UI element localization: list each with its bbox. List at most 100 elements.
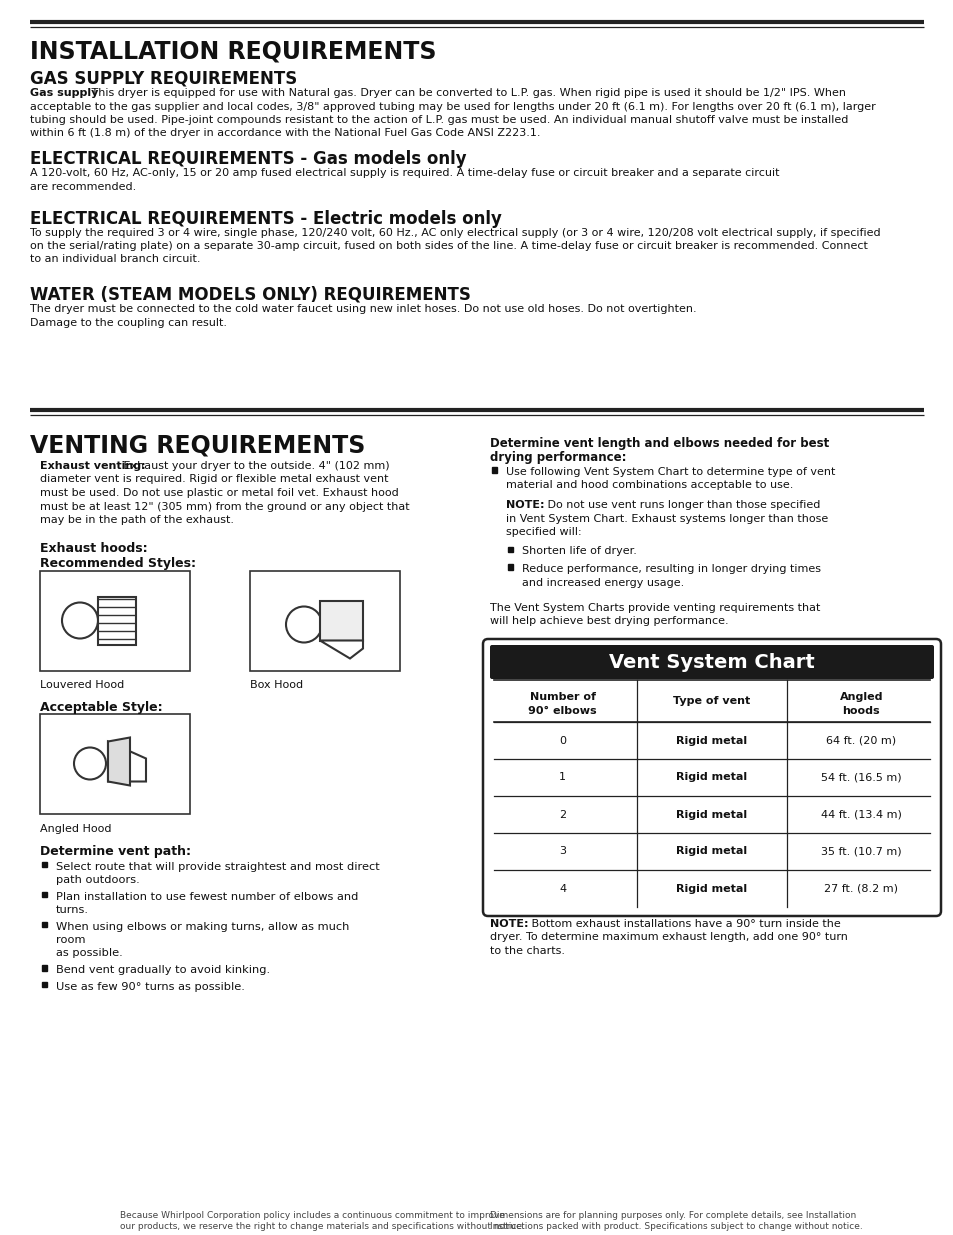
Circle shape [286, 606, 322, 642]
Text: Determine vent length and elbows needed for best: Determine vent length and elbows needed … [490, 437, 828, 450]
Circle shape [74, 747, 106, 779]
Text: 0: 0 [558, 736, 565, 746]
Text: Damage to the coupling can result.: Damage to the coupling can result. [30, 317, 227, 327]
Text: material and hood combinations acceptable to use.: material and hood combinations acceptabl… [505, 480, 793, 490]
Text: Rigid metal: Rigid metal [676, 883, 747, 893]
Text: tubing should be used. Pipe-joint compounds resistant to the action of L.P. gas : tubing should be used. Pipe-joint compou… [30, 115, 847, 125]
Text: Shorten life of dryer.: Shorten life of dryer. [521, 547, 637, 557]
Text: 27 ft. (8.2 m): 27 ft. (8.2 m) [823, 883, 898, 893]
Text: Plan installation to use fewest number of elbows and: Plan installation to use fewest number o… [56, 892, 358, 902]
Text: 3: 3 [558, 846, 565, 857]
Text: in Vent System Chart. Exhaust systems longer than those: in Vent System Chart. Exhaust systems lo… [505, 514, 827, 524]
Bar [42, 892, 48, 897]
Text: Rigid metal: Rigid metal [676, 773, 747, 783]
Text: within 6 ft (1.8 m) of the dryer in accordance with the National Fuel Gas Code A: within 6 ft (1.8 m) of the dryer in acco… [30, 128, 540, 138]
Bar [507, 564, 513, 569]
Text: The Vent System Charts provide venting requirements that: The Vent System Charts provide venting r… [490, 603, 820, 613]
Text: Instructions packed with product. Specifications subject to change without notic: Instructions packed with product. Specif… [490, 1221, 862, 1231]
Text: as possible.: as possible. [56, 948, 123, 958]
Bar [42, 921, 48, 927]
Text: will help achieve best drying performance.: will help achieve best drying performanc… [490, 616, 728, 626]
Text: NOTE:: NOTE: [490, 919, 528, 929]
Text: may be in the path of the exhaust.: may be in the path of the exhaust. [40, 515, 233, 525]
Text: The dryer must be connected to the cold water faucet using new inlet hoses. Do n: The dryer must be connected to the cold … [30, 304, 696, 314]
Text: must be used. Do not use plastic or metal foil vet. Exhaust hood: must be used. Do not use plastic or meta… [40, 488, 398, 498]
Text: Bottom exhaust installations have a 90° turn inside the: Bottom exhaust installations have a 90° … [527, 919, 840, 929]
Text: Exhaust hoods:: Exhaust hoods: [40, 542, 148, 556]
Text: must be at least 12" (305 mm) from the ground or any object that: must be at least 12" (305 mm) from the g… [40, 501, 409, 511]
Text: Rigid metal: Rigid metal [676, 846, 747, 857]
Text: ELECTRICAL REQUIREMENTS - Gas models only: ELECTRICAL REQUIREMENTS - Gas models onl… [30, 151, 466, 168]
Text: to the charts.: to the charts. [490, 946, 564, 956]
Text: Rigid metal: Rigid metal [676, 809, 747, 820]
Text: When using elbows or making turns, allow as much: When using elbows or making turns, allow… [56, 921, 349, 931]
Bar [98, 597, 136, 645]
Text: To supply the required 3 or 4 wire, single phase, 120/240 volt, 60 Hz., AC only : To supply the required 3 or 4 wire, sing… [30, 227, 880, 237]
Text: 64 ft. (20 m): 64 ft. (20 m) [825, 736, 896, 746]
Text: NOTE:: NOTE: [505, 500, 544, 510]
Text: and increased energy usage.: and increased energy usage. [521, 578, 683, 588]
Text: Angled Hood: Angled Hood [40, 824, 112, 834]
Text: ELECTRICAL REQUIREMENTS - Electric models only: ELECTRICAL REQUIREMENTS - Electric model… [30, 210, 501, 227]
Text: path outdoors.: path outdoors. [56, 876, 139, 885]
Text: Box Hood: Box Hood [250, 680, 303, 690]
Text: dryer. To determine maximum exhaust length, add one 90° turn: dryer. To determine maximum exhaust leng… [490, 932, 847, 942]
Text: Angled: Angled [839, 693, 882, 703]
Text: A 120-volt, 60 Hz, AC-only, 15 or 20 amp fused electrical supply is required. A : A 120-volt, 60 Hz, AC-only, 15 or 20 amp… [30, 168, 779, 179]
Text: on the serial/rating plate) on a separate 30-amp circuit, fused on both sides of: on the serial/rating plate) on a separat… [30, 241, 867, 251]
Text: 2: 2 [558, 809, 566, 820]
Text: Dimensions are for planning purposes only. For complete details, see Installatio: Dimensions are for planning purposes onl… [490, 1212, 856, 1220]
Bar [40, 714, 190, 814]
Text: WATER (STEAM MODELS ONLY) REQUIREMENTS: WATER (STEAM MODELS ONLY) REQUIREMENTS [30, 287, 471, 304]
Bar [42, 862, 48, 867]
Text: 1: 1 [558, 773, 565, 783]
Text: Use following Vent System Chart to determine type of vent: Use following Vent System Chart to deter… [505, 467, 835, 477]
Text: INSTALLATION REQUIREMENTS: INSTALLATION REQUIREMENTS [30, 40, 436, 63]
FancyBboxPatch shape [482, 638, 940, 916]
Text: Select route that will provide straightest and most direct: Select route that will provide straighte… [56, 862, 379, 872]
Polygon shape [319, 641, 363, 658]
Text: our products, we reserve the right to change materials and specifications withou: our products, we reserve the right to ch… [120, 1221, 524, 1231]
Text: Number of: Number of [529, 693, 595, 703]
Text: diameter vent is required. Rigid or flexible metal exhaust vent: diameter vent is required. Rigid or flex… [40, 474, 388, 484]
Text: to an individual branch circuit.: to an individual branch circuit. [30, 254, 200, 264]
Bar [40, 571, 190, 671]
Text: Acceptable Style:: Acceptable Style: [40, 700, 162, 714]
Text: 54 ft. (16.5 m): 54 ft. (16.5 m) [821, 773, 901, 783]
Text: 90° elbows: 90° elbows [528, 705, 597, 715]
Text: are recommended.: are recommended. [30, 182, 136, 191]
Text: Do not use vent runs longer than those specified: Do not use vent runs longer than those s… [543, 500, 820, 510]
Text: Use as few 90° turns as possible.: Use as few 90° turns as possible. [56, 982, 245, 992]
Bar [492, 467, 497, 473]
Text: Gas supply: Gas supply [30, 88, 98, 98]
Text: This dryer is equipped for use with Natural gas. Dryer can be converted to L.P. : This dryer is equipped for use with Natu… [88, 88, 845, 98]
Text: Because Whirlpool Corporation policy includes a continuous commitment to improve: Because Whirlpool Corporation policy inc… [120, 1212, 504, 1220]
Text: 44 ft. (13.4 m): 44 ft. (13.4 m) [820, 809, 901, 820]
Polygon shape [108, 741, 146, 782]
Text: drying performance:: drying performance: [490, 451, 626, 464]
Text: Type of vent: Type of vent [673, 697, 750, 706]
Text: turns.: turns. [56, 905, 89, 915]
Text: hoods: hoods [841, 705, 880, 715]
Text: VENTING REQUIREMENTS: VENTING REQUIREMENTS [30, 433, 365, 457]
Circle shape [62, 603, 98, 638]
Polygon shape [319, 600, 363, 641]
Text: GAS SUPPLY REQUIREMENTS: GAS SUPPLY REQUIREMENTS [30, 69, 297, 86]
FancyBboxPatch shape [490, 645, 933, 679]
Bar [42, 965, 48, 971]
Bar [42, 982, 48, 987]
Text: Determine vent path:: Determine vent path: [40, 846, 191, 858]
Polygon shape [108, 737, 130, 785]
Text: specified will:: specified will: [505, 527, 581, 537]
Text: Reduce performance, resulting in longer drying times: Reduce performance, resulting in longer … [521, 564, 821, 574]
Text: room: room [56, 935, 86, 945]
Text: Bend vent gradually to avoid kinking.: Bend vent gradually to avoid kinking. [56, 965, 270, 974]
Text: Exhaust venting:: Exhaust venting: [40, 461, 146, 471]
Bar [507, 547, 513, 552]
Text: Exhaust your dryer to the outside. 4" (102 mm): Exhaust your dryer to the outside. 4" (1… [120, 461, 389, 471]
Text: 4: 4 [558, 883, 566, 893]
Text: Louvered Hood: Louvered Hood [40, 680, 124, 690]
Text: Vent System Chart: Vent System Chart [608, 652, 814, 672]
Text: Rigid metal: Rigid metal [676, 736, 747, 746]
Text: Recommended Styles:: Recommended Styles: [40, 557, 195, 571]
